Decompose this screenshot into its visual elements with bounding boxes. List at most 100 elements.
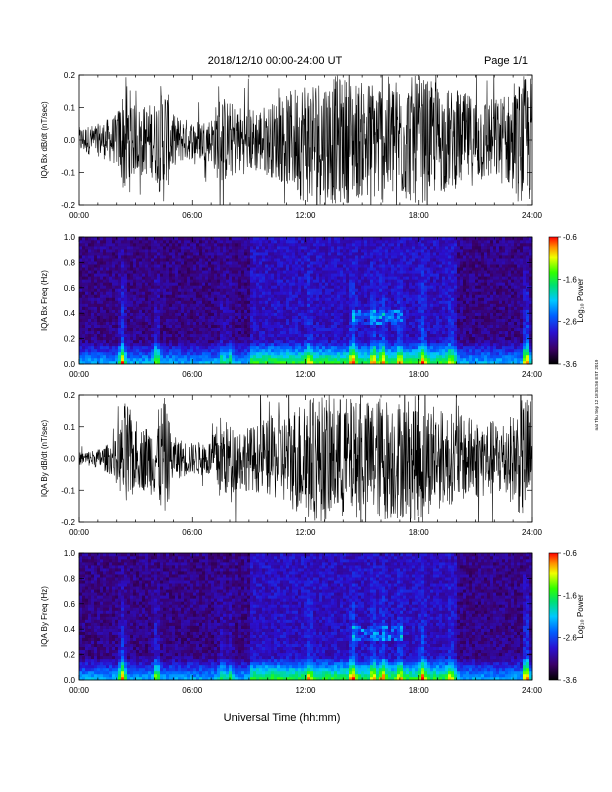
spectrogram-cell xyxy=(124,255,128,259)
spectrogram-cell xyxy=(199,288,203,292)
spectrogram-cell xyxy=(346,270,350,274)
spectrogram-cell xyxy=(94,318,98,322)
spectrogram-cell xyxy=(397,267,401,271)
spectrogram-cell xyxy=(88,315,92,319)
spectrogram-cell xyxy=(415,246,419,250)
spectrogram-cell xyxy=(82,342,86,347)
spectrogram-cell xyxy=(352,324,356,329)
spectrogram-cell xyxy=(289,267,293,271)
spectrogram-cell xyxy=(376,246,380,250)
spectrogram-cell xyxy=(253,252,257,256)
spectrogram-cell xyxy=(325,276,329,280)
spectrogram-cell xyxy=(97,267,101,271)
spectrogram-cell xyxy=(394,324,398,329)
spectrogram-cell xyxy=(97,300,101,304)
spectrogram-cell xyxy=(265,336,269,341)
spectrogram-cell xyxy=(115,267,119,271)
spectrogram-cell xyxy=(268,264,272,268)
spectrogram-cell xyxy=(202,264,206,268)
spectrogram-cell xyxy=(301,339,305,344)
spectrogram-cell xyxy=(157,360,161,365)
spectrogram-cell xyxy=(310,255,314,259)
spectrogram-cell xyxy=(169,264,173,268)
spectrogram-cell xyxy=(112,360,116,365)
spectrogram-cell xyxy=(109,324,113,329)
spectrogram-cell xyxy=(361,342,365,347)
spectrogram-cell xyxy=(259,252,263,256)
spectrogram-cell xyxy=(337,330,341,335)
spectrogram-cell xyxy=(208,354,212,359)
spectrogram-cell xyxy=(196,270,200,274)
spectrogram-cell xyxy=(133,276,137,280)
spectrogram-cell xyxy=(112,327,116,332)
spectrogram-cell xyxy=(154,246,158,250)
spectrogram-cell xyxy=(373,336,377,341)
spectrogram-cell xyxy=(220,360,224,365)
spectrogram-cell xyxy=(220,243,224,247)
spectrogram-cell xyxy=(271,324,275,329)
spectrogram-cell xyxy=(181,279,185,283)
spectrogram-cell xyxy=(214,315,218,319)
spectrogram-cell xyxy=(394,261,398,265)
spectrogram-cell xyxy=(181,237,185,241)
spectrogram-cell xyxy=(205,294,209,298)
spectrogram-cell xyxy=(118,270,122,274)
spectrogram-cell xyxy=(271,255,275,259)
spectrogram-cell xyxy=(361,273,365,277)
spectrogram-cell xyxy=(355,351,359,356)
spectrogram-cell xyxy=(127,291,131,295)
spectrogram-cell xyxy=(172,294,176,298)
spectrogram-cell xyxy=(295,276,299,280)
spectrogram-cell xyxy=(388,264,392,268)
spectrogram-cell xyxy=(184,255,188,259)
spectrogram-cell xyxy=(223,357,227,362)
spectrogram-cell xyxy=(130,312,134,316)
spectrogram-cell xyxy=(424,354,428,359)
spectrogram-cell xyxy=(283,288,287,292)
spectrogram-cell xyxy=(292,267,296,271)
spectrogram-cell xyxy=(121,354,125,359)
spectrogram-cell xyxy=(292,306,296,310)
spectrogram-cell xyxy=(256,345,260,350)
spectrogram-cell xyxy=(322,255,326,259)
spectrogram-cell xyxy=(181,357,185,362)
spectrogram-cell xyxy=(367,237,371,241)
spectrogram-cell xyxy=(91,360,95,365)
spectrogram-cell xyxy=(100,330,104,335)
spectrogram-cell xyxy=(430,345,434,350)
spectrogram-cell xyxy=(424,327,428,332)
spectrogram-cell xyxy=(226,303,230,307)
spectrogram-cell xyxy=(277,333,281,338)
spectrogram-cell xyxy=(307,321,311,325)
spectrogram-cell xyxy=(421,333,425,338)
spectrogram-cell xyxy=(106,261,110,265)
spectrogram-cell xyxy=(166,309,170,313)
spectrogram-cell xyxy=(271,327,275,332)
spectrogram-cell xyxy=(328,339,332,344)
spectrogram-cell xyxy=(295,333,299,338)
spectrogram-cell xyxy=(370,348,374,353)
spectrogram-cell xyxy=(397,315,401,319)
spectrogram-cell xyxy=(382,315,386,319)
spectrogram-cell xyxy=(151,243,155,247)
spectrogram-cell xyxy=(121,336,125,341)
spectrogram-cell xyxy=(334,264,338,268)
spectrogram-cell xyxy=(301,309,305,313)
spectrogram-cell xyxy=(232,327,236,332)
spectrogram-cell xyxy=(298,354,302,359)
spectrogram-cell xyxy=(280,267,284,271)
spectrogram-cell xyxy=(250,240,254,244)
spectrogram-cell xyxy=(415,243,419,247)
spectrogram-cell xyxy=(409,264,413,268)
spectrogram-cell xyxy=(178,243,182,247)
spectrogram-cell xyxy=(400,330,404,335)
spectrogram-cell xyxy=(298,345,302,350)
spectrogram-cell xyxy=(256,240,260,244)
spectrogram-cell xyxy=(367,342,371,347)
spectrogram-cell xyxy=(94,249,98,253)
spectrogram-cell xyxy=(82,309,86,313)
spectrogram-cell xyxy=(376,267,380,271)
spectrogram-cell xyxy=(94,237,98,241)
spectrogram-cell xyxy=(358,273,362,277)
spectrogram-cell xyxy=(157,324,161,329)
